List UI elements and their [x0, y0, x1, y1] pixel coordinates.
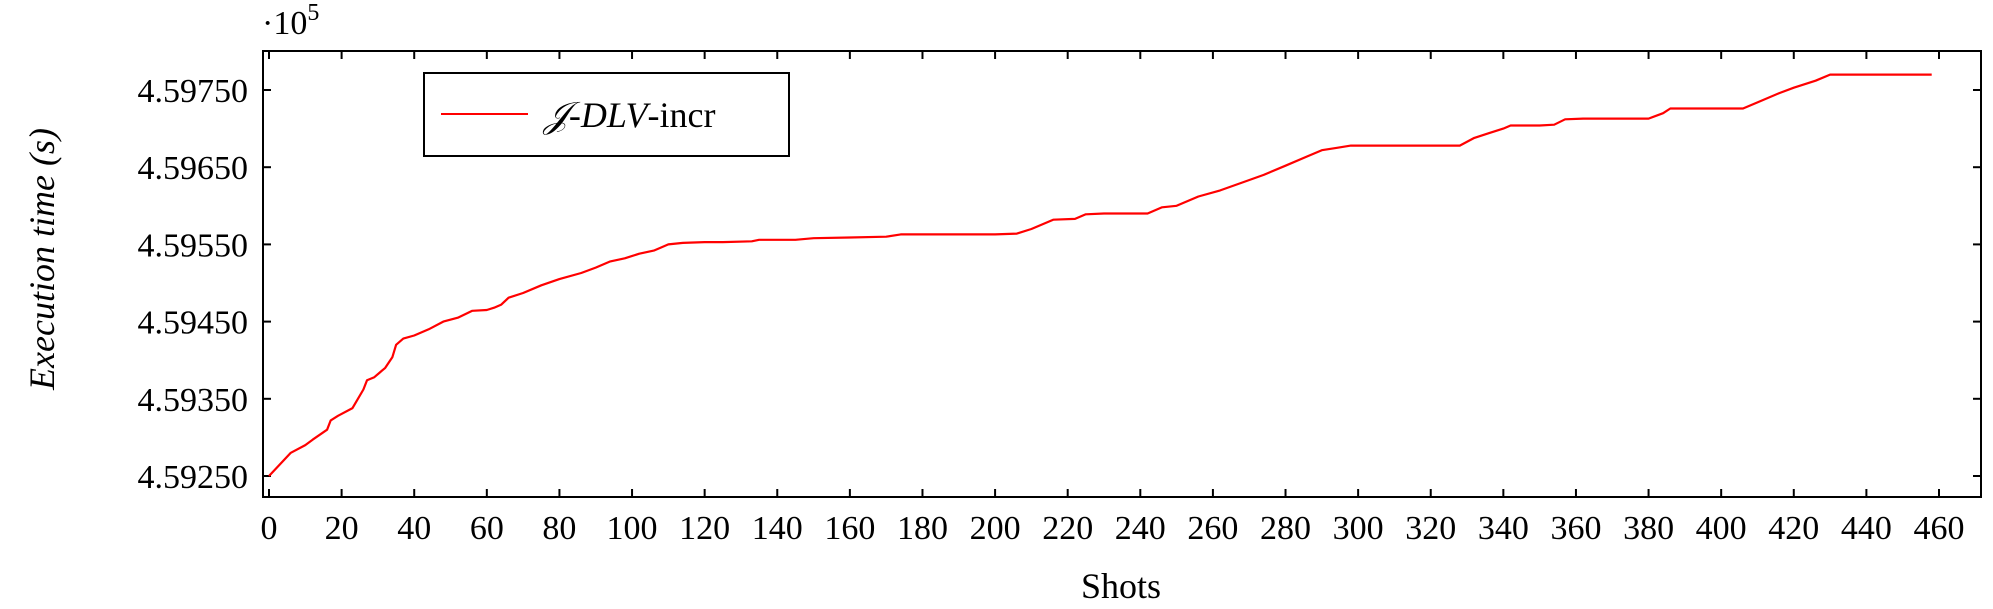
x-tick-label: 180 — [897, 510, 948, 547]
x-tick-label: 280 — [1260, 510, 1311, 547]
x-tick-label: 440 — [1841, 510, 1892, 547]
x-tick-label: 340 — [1478, 510, 1529, 547]
x-tick-label: 360 — [1550, 510, 1601, 547]
x-axis-title: Shots — [1081, 566, 1161, 606]
y-multiplier-base: ·10 — [262, 5, 307, 42]
x-tick-label: 320 — [1405, 510, 1456, 547]
x-tick-label: 400 — [1696, 510, 1747, 547]
x-tick-label: 60 — [470, 510, 504, 547]
ticks-layer: 0 20 40 60 80 100 120 140 160 180 200 220 240 260 280 3… — [138, 51, 1981, 547]
x-tick-label: 220 — [1042, 510, 1093, 547]
x-tick-label: 80 — [542, 510, 576, 547]
legend-label-plain: -incr — [648, 95, 716, 135]
x-tick-label: 20 — [325, 510, 359, 547]
x-tick-label: 120 — [679, 510, 730, 547]
legend-label: 𝒥-DLV-incr — [542, 95, 715, 135]
y-tick-label: 4.59250 — [138, 459, 249, 496]
x-tick-label: 0 — [261, 510, 278, 547]
x-tick-label: 100 — [607, 510, 658, 547]
x-tick-label: 260 — [1187, 510, 1238, 547]
x-tick-label: 140 — [752, 510, 803, 547]
x-tick-label: 380 — [1623, 510, 1674, 547]
x-tick-label: 40 — [397, 510, 431, 547]
y-tick-label: 4.59750 — [138, 73, 249, 110]
y-tick-label: 4.59650 — [138, 150, 249, 187]
x-tick-label: 300 — [1333, 510, 1384, 547]
y-multiplier-exponent: 5 — [307, 0, 319, 26]
x-tick-label: 200 — [970, 510, 1021, 547]
y-multiplier: ·105 — [262, 0, 319, 42]
x-tick-label: 420 — [1768, 510, 1819, 547]
legend: 𝒥-DLV-incr — [423, 72, 790, 157]
plot-frame — [262, 50, 1982, 498]
y-tick-label: 4.59450 — [138, 305, 249, 342]
series-line — [268, 73, 1932, 477]
y-axis-title: Execution time (s) — [22, 128, 62, 391]
series-layer — [268, 73, 1932, 477]
x-tick-label: 160 — [824, 510, 875, 547]
x-tick-label: 240 — [1115, 510, 1166, 547]
y-tick-label: 4.59350 — [138, 382, 249, 419]
legend-label-italic: -DLV — [569, 95, 652, 135]
y-tick-label: 4.59550 — [138, 227, 249, 264]
x-tick-label: 460 — [1914, 510, 1965, 547]
